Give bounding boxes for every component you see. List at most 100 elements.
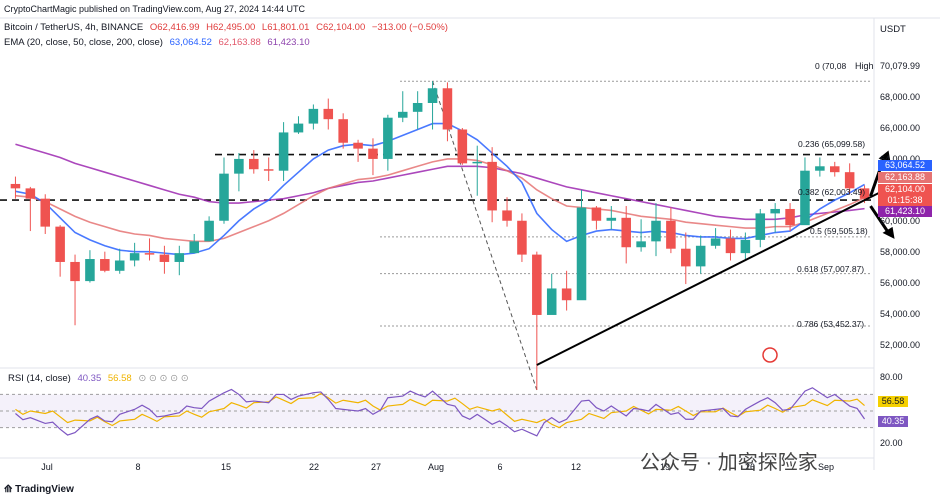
candle-body <box>591 207 602 221</box>
candle-body <box>651 220 661 242</box>
rsi-value: 40.35 <box>77 373 102 384</box>
candle-body <box>159 254 170 262</box>
candle-body <box>606 217 617 221</box>
candle-body <box>710 238 721 246</box>
currency-label[interactable]: USDT <box>880 24 906 35</box>
candle-body <box>457 129 468 164</box>
fib-label-05: 0.5 (59,505.18) <box>810 226 868 236</box>
date-tick: 27 <box>370 462 382 472</box>
date-tick: Sep <box>817 462 835 472</box>
rsi-tick: 80.00 <box>880 372 903 382</box>
date-tick: 12 <box>570 462 582 472</box>
candle-body <box>681 248 691 267</box>
candles <box>10 81 870 391</box>
fib-label-0236: 0.236 (65,099.58) <box>798 139 866 149</box>
rsi-ma-tag: 56.58 <box>878 396 908 407</box>
candle-body <box>770 208 780 214</box>
fib-label-0: 0 (70,08 <box>815 61 847 71</box>
candle-body <box>666 220 676 249</box>
candle-body <box>353 142 363 149</box>
arrow-up-head <box>878 150 891 163</box>
candle-body <box>576 207 587 301</box>
candle-body <box>695 245 706 267</box>
candle-body <box>70 261 80 282</box>
candle-body <box>278 132 289 171</box>
candle-body <box>55 226 65 262</box>
candle-body <box>234 158 244 174</box>
candle-body <box>114 260 125 271</box>
ema200-line <box>15 143 865 221</box>
rsi-pane <box>0 387 874 437</box>
price-tick: 66,000.00 <box>880 123 921 133</box>
low-value: L61,801.01 <box>261 22 310 33</box>
candle-body <box>10 183 21 189</box>
symbol-legend[interactable]: Bitcoin / TetherUS, 4h, BINANCE O62,416.… <box>4 22 452 33</box>
candle-body <box>189 241 199 254</box>
fib-levels <box>0 80 872 391</box>
candle-body <box>844 172 855 189</box>
candle-body <box>517 220 527 255</box>
tv-logo-icon: ⟰ <box>4 484 16 495</box>
candle-body <box>323 108 334 120</box>
candle-body <box>442 88 453 130</box>
candle-body <box>204 220 214 242</box>
candle-body <box>383 117 393 159</box>
rsi-legend[interactable]: RSI (14, close) 40.35 56.58 ⊙ ⊙ ⊙ ⊙ ⊙ <box>8 373 189 384</box>
date-tick: 19 <box>659 462 671 472</box>
candle-body <box>293 123 304 133</box>
date-tick: 22 <box>308 462 320 472</box>
candle-body <box>829 166 840 173</box>
candle-body <box>219 173 229 221</box>
fib-diagonal <box>432 81 538 391</box>
symbol-title: Bitcoin / TetherUS, 4h, BINANCE <box>4 22 144 33</box>
drawings <box>536 150 895 366</box>
candle-body <box>785 208 795 226</box>
candle-body <box>368 148 378 159</box>
last-price-tag: 62,104.00 <box>878 184 932 195</box>
grid <box>0 17 940 470</box>
candle-body <box>755 213 766 240</box>
date-tick: 8 <box>135 462 141 472</box>
ema50-value: 62,163.88 <box>218 37 261 48</box>
high-value: H62,495.00 <box>206 22 256 33</box>
candle-body <box>800 170 810 226</box>
ema200-value: 61,423.10 <box>267 37 310 48</box>
price-tick: 60,000.00 <box>880 216 921 226</box>
tradingview-footer[interactable]: ⟰ TradingView <box>4 484 74 495</box>
ema-legend[interactable]: EMA (20, close, 50, close, 200, close) 6… <box>4 37 314 48</box>
candle-body <box>502 210 512 221</box>
date-tick: 6 <box>497 462 503 472</box>
candle-body <box>427 88 438 103</box>
price-tick: 70,079.99 <box>880 61 921 71</box>
ema-label: EMA (20, close, 50, close, 200, close) <box>4 37 163 48</box>
candle-body <box>397 111 408 118</box>
ema50-price-tag: 62,163.88 <box>878 172 932 183</box>
trendline <box>536 191 881 366</box>
rsi-line <box>15 387 866 437</box>
candle-body <box>249 158 259 170</box>
candle-body <box>129 253 140 261</box>
price-tick: 56,000.00 <box>880 278 921 288</box>
candle-body <box>100 259 110 271</box>
fib-label-0786: 0.786 (53,452.37) <box>797 319 865 329</box>
price-tick: 64,000.00 <box>880 154 921 164</box>
candle-body <box>25 188 36 199</box>
ema20-price-tag: 63,064.52 <box>878 160 932 171</box>
event-icon <box>762 347 778 363</box>
rsi-label: RSI (14, close) <box>8 373 71 384</box>
candle-body <box>561 288 572 301</box>
price-tick: 68,000.00 <box>880 92 921 102</box>
ema-lines <box>15 122 865 256</box>
close-value: C62,104.00 <box>316 22 366 33</box>
price-tick: 52,000.00 <box>880 340 921 350</box>
price-tick: 54,000.00 <box>880 309 921 319</box>
rsi-ma-value: 56.58 <box>107 373 132 384</box>
ema200-price-tag: 61,423.10 <box>878 206 932 217</box>
candle-body <box>546 288 557 315</box>
candle-body <box>532 254 542 315</box>
arrow-down-head <box>882 226 895 239</box>
change-value: −313.00 (−0.50%) <box>371 22 448 33</box>
candle-body <box>144 253 155 255</box>
candle-body <box>338 119 348 143</box>
